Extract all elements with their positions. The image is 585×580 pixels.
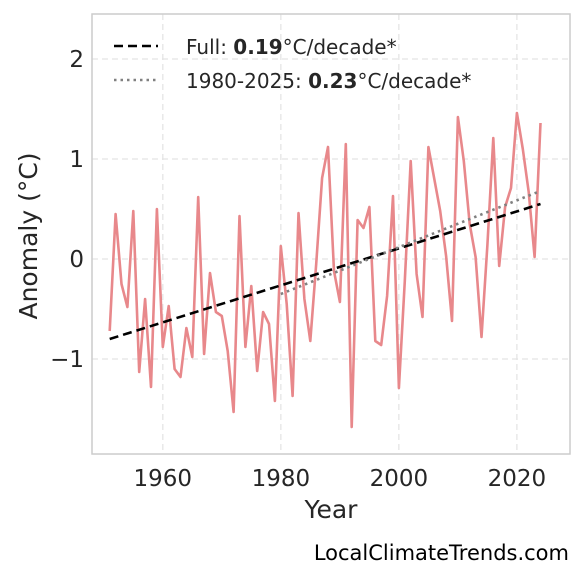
series-line-annual-anomaly <box>108 111 542 429</box>
x-axis-title: Year <box>304 495 359 524</box>
legend-label-1980: 1980-2025: 0.23°C/decade* <box>186 69 471 93</box>
legend-1980-bold: 0.23 <box>308 69 357 93</box>
series-line-trend-full <box>109 202 541 341</box>
gridlines <box>92 14 570 454</box>
plot-frame <box>91 13 571 455</box>
legend: Full: 0.19°C/decade* 1980-2025: 0.23°C/d… <box>114 35 471 93</box>
legend-label-full: Full: 0.19°C/decade* <box>186 35 397 59</box>
tick-labels: 1960 1980 2000 2020 2 1 0 −1 <box>50 47 546 492</box>
legend-1980-suffix: °C/decade* <box>357 69 471 93</box>
y-tick-label: 1 <box>69 147 84 173</box>
x-tick-label: 2020 <box>488 466 547 492</box>
series-group <box>108 111 542 429</box>
legend-full-suffix: °C/decade* <box>283 35 397 59</box>
legend-full-bold: 0.19 <box>233 35 282 59</box>
y-tick-label: 2 <box>69 47 84 73</box>
y-tick-label: 0 <box>69 247 84 273</box>
x-tick-label: 1980 <box>252 466 311 492</box>
legend-1980-prefix: 1980-2025: <box>186 69 308 93</box>
series-line-trend-1980 <box>280 189 541 296</box>
legend-full-prefix: Full: <box>186 35 233 59</box>
y-axis-title: Anomaly (°C) <box>14 152 43 319</box>
y-tick-label: −1 <box>50 347 84 373</box>
x-tick-label: 2000 <box>370 466 429 492</box>
x-tick-label: 1960 <box>134 466 193 492</box>
watermark: LocalClimateTrends.com <box>314 541 569 565</box>
